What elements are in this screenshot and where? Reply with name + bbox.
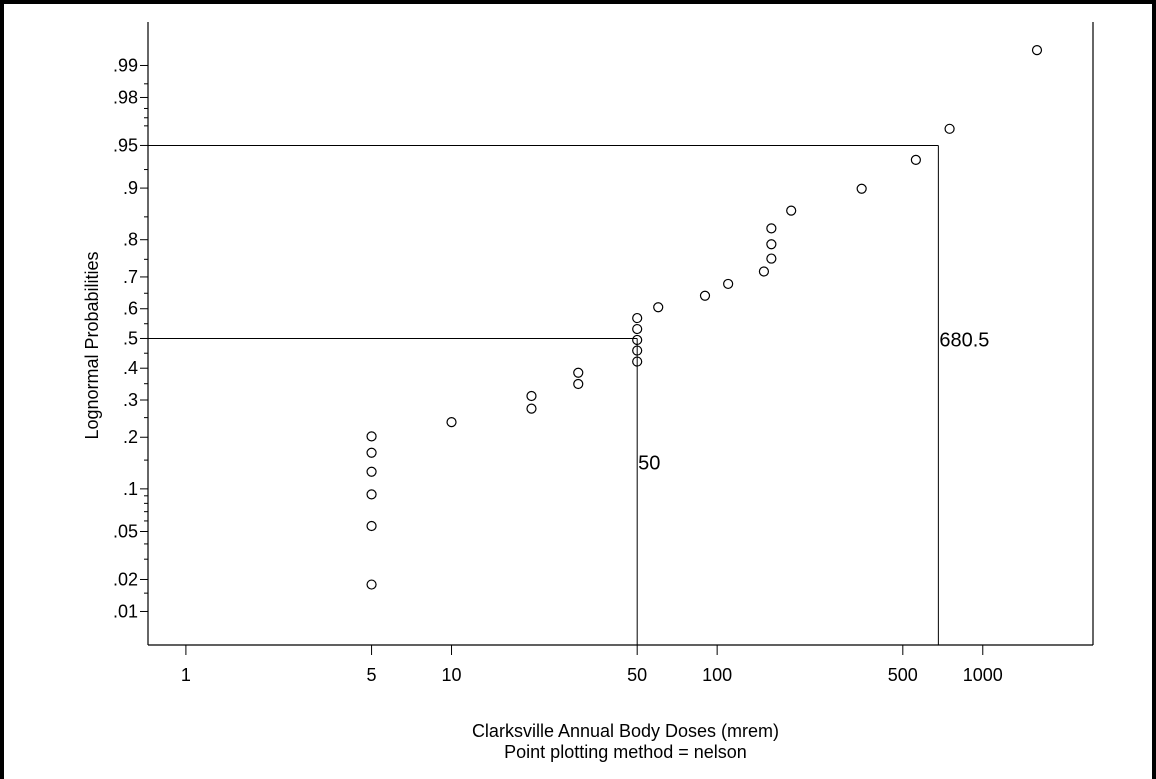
y-tick-label: .05 bbox=[113, 521, 138, 541]
data-point bbox=[699, 290, 711, 301]
y-tick-label: .4 bbox=[123, 358, 138, 378]
reference-label: 680.5 bbox=[939, 329, 989, 351]
y-tick-label: .95 bbox=[113, 135, 138, 155]
data-point bbox=[366, 466, 377, 477]
x-tick-label: 100 bbox=[702, 665, 732, 685]
data-point bbox=[632, 323, 643, 335]
x-tick-label: 1 bbox=[181, 665, 191, 685]
x-tick-label: 500 bbox=[888, 665, 918, 685]
data-point bbox=[573, 367, 584, 378]
data-point bbox=[758, 266, 770, 277]
data-point bbox=[766, 223, 777, 234]
y-tick-label: .02 bbox=[113, 569, 138, 589]
data-point bbox=[856, 183, 867, 194]
y-tick-label: .2 bbox=[123, 427, 138, 447]
y-tick-label: .3 bbox=[123, 390, 138, 410]
y-tick-label: .99 bbox=[113, 55, 138, 75]
data-point bbox=[366, 489, 377, 500]
x-axis-subtitle: Point plotting method = nelson bbox=[504, 742, 747, 762]
data-point bbox=[766, 239, 777, 250]
data-point bbox=[366, 579, 377, 590]
data-point bbox=[632, 356, 643, 367]
data-point bbox=[632, 312, 643, 324]
data-point bbox=[653, 302, 664, 313]
y-tick-label: .7 bbox=[123, 267, 138, 287]
reference-label: 50 bbox=[638, 452, 660, 474]
x-tick-label: 5 bbox=[367, 665, 377, 685]
x-axis-label: Clarksville Annual Body Doses (mrem) bbox=[472, 721, 779, 741]
y-tick-label: .6 bbox=[123, 299, 138, 319]
data-point bbox=[366, 431, 377, 442]
data-point bbox=[366, 447, 377, 458]
data-point bbox=[366, 520, 377, 532]
y-tick-label: .01 bbox=[113, 601, 138, 621]
y-axis-label: Lognormal Probabilities bbox=[82, 251, 102, 439]
data-point bbox=[910, 154, 921, 165]
data-point bbox=[1031, 45, 1043, 56]
data-point bbox=[526, 390, 537, 402]
y-tick-label: .5 bbox=[123, 328, 138, 348]
x-tick-label: 50 bbox=[627, 665, 647, 685]
data-point bbox=[526, 403, 537, 414]
data-point bbox=[573, 378, 584, 390]
data-point bbox=[632, 334, 643, 346]
x-tick-label: 1000 bbox=[963, 665, 1003, 685]
data-point bbox=[723, 278, 734, 290]
data-point bbox=[944, 123, 955, 134]
y-tick-label: .8 bbox=[123, 230, 138, 250]
y-tick-label: .9 bbox=[123, 178, 138, 198]
data-point bbox=[632, 345, 643, 356]
x-tick-label: 10 bbox=[442, 665, 462, 685]
data-point bbox=[786, 205, 797, 216]
y-tick-label: .1 bbox=[123, 479, 138, 499]
data-point bbox=[446, 417, 457, 428]
y-tick-label: .98 bbox=[113, 87, 138, 107]
data-point bbox=[766, 253, 777, 264]
